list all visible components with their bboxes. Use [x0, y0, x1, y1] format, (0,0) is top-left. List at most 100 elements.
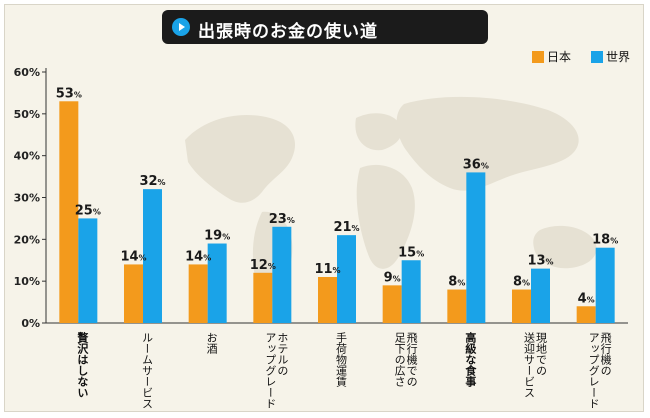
legend: 日本 世界: [532, 50, 630, 64]
data-label-unit: %: [203, 253, 211, 262]
category-label: アップグレード: [587, 332, 600, 409]
legend-label: 世界: [606, 50, 630, 64]
data-label-unit: %: [393, 274, 401, 283]
bar: [143, 189, 162, 323]
bars: [59, 101, 615, 324]
data-label-value: 21: [333, 220, 351, 235]
data-label-value: 32: [139, 174, 157, 189]
data-label: 11%: [314, 262, 340, 277]
data-label-value: 36: [463, 157, 481, 172]
category-label: 現地での: [535, 332, 548, 376]
category-label: 贅沢はしない: [76, 331, 90, 398]
category-label: 飛行機の: [599, 332, 612, 376]
category-label: ルームサービス: [141, 332, 154, 409]
bar: [401, 260, 421, 323]
data-label: 23%: [269, 212, 295, 227]
data-label-value: 4: [578, 291, 587, 306]
category-label: 高級な食事: [464, 331, 477, 388]
data-label-unit: %: [93, 207, 101, 216]
category-label: 飛行機での: [405, 332, 418, 387]
data-label-unit: %: [522, 279, 530, 288]
data-label-value: 19: [204, 229, 222, 244]
data-label-value: 23: [269, 212, 287, 227]
data-label-value: 12: [250, 258, 268, 273]
data-label: 8%: [513, 275, 530, 290]
y-tick-label: 60%: [14, 66, 40, 79]
category-label: 足下の広さ: [393, 332, 406, 387]
data-label: 14%: [120, 249, 146, 264]
data-label-unit: %: [610, 237, 618, 246]
bar: [337, 235, 356, 323]
legend-swatch: [532, 51, 544, 63]
data-label-unit: %: [268, 262, 276, 271]
data-label-value: 8: [448, 275, 457, 290]
data-label-unit: %: [158, 178, 166, 187]
bar: [382, 285, 402, 323]
data-label-unit: %: [139, 253, 147, 262]
bar: [59, 101, 79, 324]
data-label-value: 9: [384, 270, 393, 285]
data-label-value: 14: [120, 249, 138, 264]
data-label-value: 25: [75, 203, 93, 218]
data-label: 12%: [250, 258, 276, 273]
data-label-value: 15: [398, 245, 416, 260]
data-label-value: 13: [527, 254, 545, 269]
bar: [78, 218, 98, 323]
category-label: アップグレード: [264, 332, 277, 409]
data-label: 9%: [384, 270, 401, 285]
data-label-unit: %: [481, 161, 489, 170]
category-label: 手荷物運賃: [335, 331, 348, 388]
y-tick-label: 40%: [14, 150, 40, 163]
play-icon: [172, 18, 190, 36]
data-label-unit: %: [74, 90, 82, 99]
data-label: 14%: [185, 249, 211, 264]
data-label-value: 53: [56, 86, 74, 101]
legend-label: 日本: [547, 50, 571, 64]
bar: [318, 276, 337, 323]
data-label: 19%: [204, 229, 230, 244]
data-label: 18%: [592, 233, 618, 248]
data-label: 8%: [448, 275, 465, 290]
data-label: 32%: [139, 174, 165, 189]
data-label-unit: %: [587, 295, 595, 304]
data-label: 13%: [527, 254, 553, 269]
data-label-unit: %: [287, 216, 295, 225]
bar: [512, 289, 531, 323]
data-label-unit: %: [352, 224, 360, 233]
legend-swatch: [591, 51, 603, 63]
bar: [576, 306, 596, 323]
data-label-unit: %: [457, 279, 465, 288]
y-tick-label: 50%: [14, 108, 40, 121]
chart-title: 出張時のお金の使い道: [198, 22, 378, 42]
bar: [595, 247, 615, 323]
data-label-unit: %: [222, 233, 230, 242]
data-label-value: 8: [513, 275, 522, 290]
y-tick-label: 30%: [14, 192, 40, 205]
data-label-unit: %: [416, 249, 424, 258]
bar: [253, 272, 273, 323]
category-label: ホテルの: [276, 332, 289, 376]
y-tick-label: 0%: [21, 317, 40, 330]
data-label-value: 11: [314, 262, 332, 277]
category-label: 送迎サービス: [523, 331, 536, 398]
bar: [466, 172, 486, 323]
y-tick-label: 10%: [14, 275, 40, 288]
bar: [188, 264, 208, 323]
data-label-unit: %: [333, 266, 341, 275]
data-label: 53%: [56, 86, 82, 101]
data-label: 15%: [398, 245, 424, 260]
value-labels: 53%25%14%32%14%19%12%23%11%21%9%15%8%36%…: [56, 86, 618, 306]
data-label: 21%: [333, 220, 359, 235]
data-label-unit: %: [546, 258, 554, 267]
bar: [447, 289, 467, 323]
bar: [531, 268, 550, 323]
title-banner: 出張時のお金の使い道: [162, 10, 488, 44]
data-label: 4%: [578, 291, 595, 306]
data-label: 25%: [75, 203, 101, 218]
bar: [207, 243, 227, 323]
chart-background: [4, 4, 644, 412]
data-label-value: 14: [185, 249, 203, 264]
